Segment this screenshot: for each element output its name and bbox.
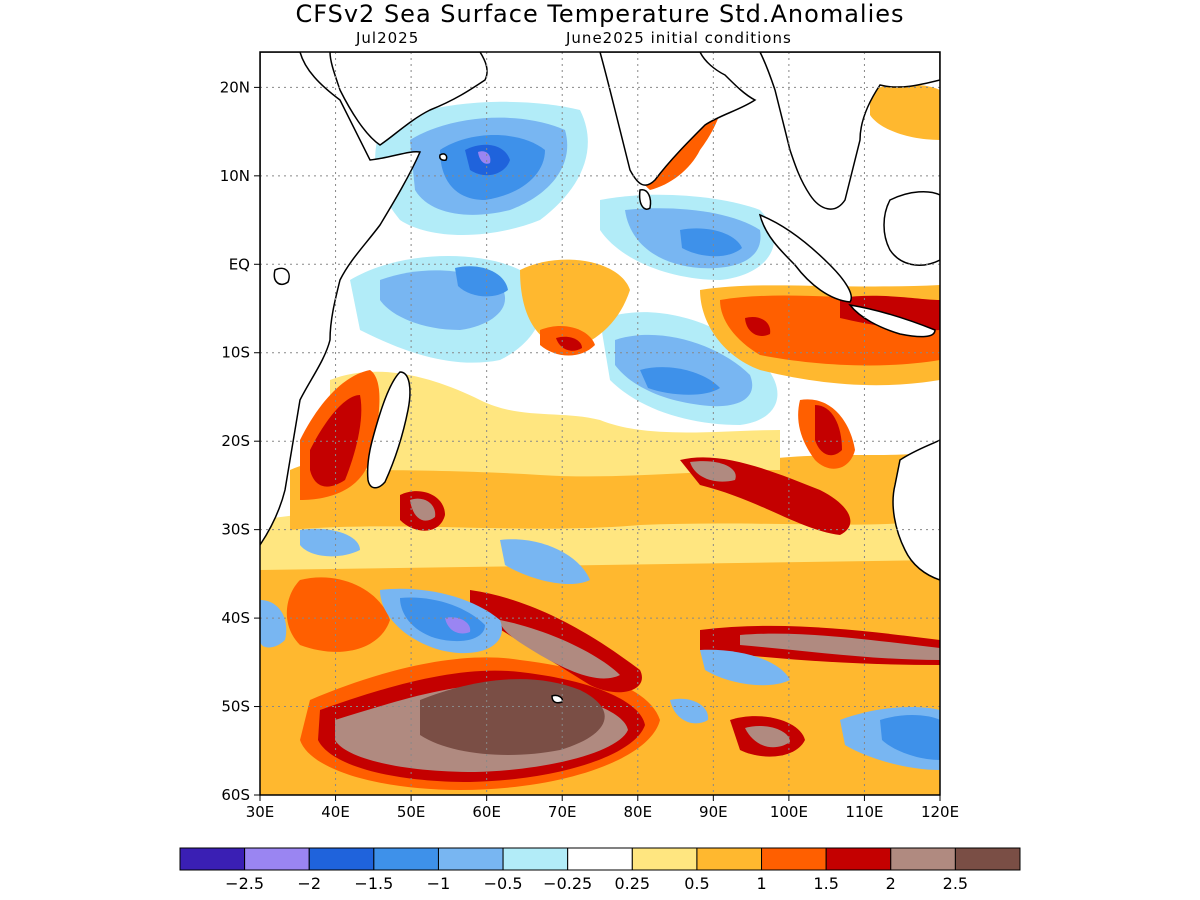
- anomaly-region: [500, 620, 620, 679]
- lon-tick-label: 110E: [845, 803, 883, 821]
- legend-swatch: [502, 847, 569, 871]
- anomaly-region: [690, 461, 736, 482]
- seychelles-landmass: [273, 267, 290, 286]
- anomaly-region: [880, 715, 940, 760]
- latitude-axis: 20N 10N EQ 10S 20S 30S 40S 50S 60S: [220, 78, 260, 804]
- lat-tick-label: EQ: [229, 255, 250, 273]
- anomaly-region: [286, 577, 390, 652]
- lon-tick-label: 70E: [548, 803, 577, 821]
- lon-tick-label: 60E: [472, 803, 501, 821]
- arabia-landmass: [329, 52, 488, 146]
- legend-swatch: [954, 847, 1021, 871]
- lat-tick-label: 50S: [221, 698, 250, 716]
- anomaly-region: [740, 633, 940, 660]
- sumatra-landmass: [758, 213, 852, 303]
- legend-label: −2.5: [225, 874, 264, 893]
- init-conditions-label: June2025 initial conditions: [566, 29, 792, 47]
- anomaly-region: [680, 228, 742, 257]
- lat-tick-label: 20S: [221, 432, 250, 450]
- socotra-landmass: [439, 153, 448, 161]
- color-legend: −2.5 −2 −1.5 −1 −0.5 −0.25 0.25 0.5 1 1.5 2 2.5: [179, 847, 1021, 893]
- legend-label: 2.5: [943, 874, 968, 893]
- longitude-axis: 30E 40E 50E 60E 70E 80E 90E 100E 110E 120E: [246, 795, 959, 821]
- map-frame: [259, 51, 941, 796]
- anomaly-region: [300, 528, 360, 557]
- legend-label: −1.5: [354, 874, 393, 893]
- legend-swatch: [761, 847, 827, 871]
- legend-label: 2: [886, 874, 896, 893]
- legend-label: −0.25: [543, 874, 592, 893]
- anomaly-region: [745, 725, 790, 748]
- lat-tick-label: 10N: [220, 167, 250, 185]
- madagascar-landmass: [366, 371, 411, 489]
- anomaly-field: [260, 52, 940, 795]
- anomaly-region: [410, 498, 436, 521]
- anomaly-region: [640, 367, 720, 395]
- legend-label: −1: [427, 874, 451, 893]
- anomaly-region: [670, 698, 709, 724]
- lon-tick-label: 100E: [770, 803, 808, 821]
- anomaly-region: [455, 266, 508, 297]
- lon-tick-label: 40E: [321, 803, 350, 821]
- anomaly-region: [870, 84, 940, 140]
- land-masses: [260, 52, 940, 704]
- anomaly-region: [520, 259, 630, 350]
- anomaly-region: [815, 405, 842, 456]
- borneo-landmass: [883, 190, 940, 266]
- legend-label: 1.5: [813, 874, 838, 893]
- legend-swatch: [437, 847, 504, 871]
- legend-label: 0.5: [684, 874, 709, 893]
- lat-tick-label: 10S: [221, 344, 250, 362]
- legend-label: −0.5: [484, 874, 523, 893]
- legend-swatch: [373, 847, 439, 871]
- valid-month-label: Jul2025: [356, 29, 420, 47]
- lat-tick-label: 20N: [220, 78, 250, 96]
- legend-label: 1: [756, 874, 766, 893]
- legend-swatch: [244, 847, 310, 871]
- sri-lanka-landmass: [638, 189, 652, 210]
- australia-landmass: [892, 439, 940, 581]
- lon-tick-label: 30E: [246, 803, 275, 821]
- legend-swatch: [631, 847, 698, 871]
- india-landmass: [599, 52, 757, 186]
- legend-label: 0.25: [614, 874, 650, 893]
- legend-swatch: [308, 847, 375, 871]
- kerguelen-landmass: [551, 694, 564, 704]
- lat-tick-label: 30S: [221, 521, 250, 539]
- anomaly-region: [500, 539, 590, 585]
- anomaly-region: [330, 371, 780, 477]
- anomaly-region: [310, 395, 362, 487]
- legend-swatch: [567, 847, 633, 871]
- anomaly-region: [420, 679, 605, 755]
- southeast-asia-landmass: [759, 52, 940, 210]
- java-landmass: [848, 303, 936, 338]
- anomaly-region: [745, 316, 771, 337]
- lon-tick-label: 120E: [921, 803, 959, 821]
- lat-tick-label: 60S: [221, 786, 250, 804]
- chart-title: CFSv2 Sea Surface Temperature Std.Anomal…: [295, 0, 905, 28]
- africa-landmass: [260, 52, 422, 547]
- lon-tick-label: 50E: [397, 803, 426, 821]
- legend-swatch: [696, 847, 763, 871]
- anomaly-region: [700, 649, 790, 686]
- legend-swatch: [825, 847, 892, 871]
- anomaly-region: [478, 151, 491, 164]
- gridlines: [260, 52, 940, 795]
- anomaly-region: [445, 617, 471, 634]
- lon-tick-label: 80E: [623, 803, 652, 821]
- legend-label: −2: [297, 874, 321, 893]
- anomaly-region: [260, 600, 287, 648]
- legend-swatch: [890, 847, 956, 871]
- lon-tick-label: 90E: [699, 803, 728, 821]
- legend-swatch: [179, 847, 246, 871]
- lat-tick-label: 40S: [221, 609, 250, 627]
